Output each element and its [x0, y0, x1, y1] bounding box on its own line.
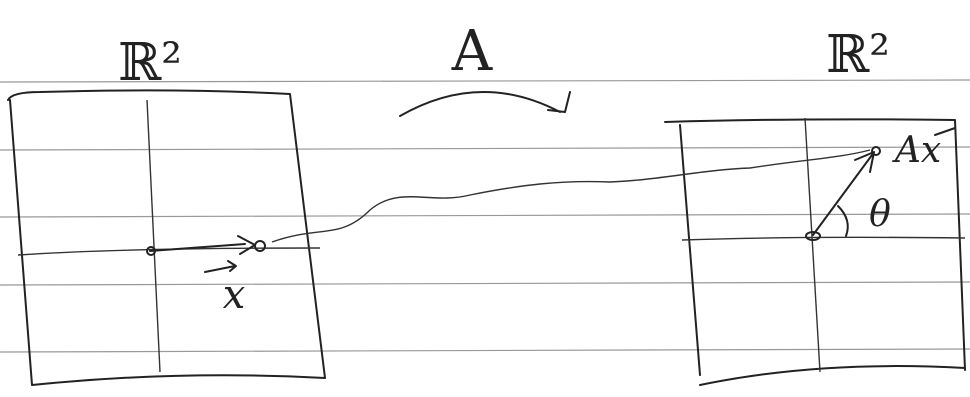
rule-line — [0, 214, 970, 217]
rule-line — [0, 147, 970, 150]
transform-label: A — [451, 19, 493, 84]
vector-ax-label: Ax — [892, 130, 941, 171]
left-plane — [8, 90, 325, 385]
diagram: ℝ² A ℝ² x Ax θ — [0, 0, 970, 397]
vector-x-label: x — [223, 272, 246, 318]
left-y-axis — [147, 100, 160, 372]
vector-tip — [872, 147, 880, 155]
vector-ax — [813, 152, 874, 235]
transform-arrow — [400, 92, 570, 116]
angle-label: θ — [869, 194, 891, 235]
ruled-lines — [0, 80, 970, 352]
right-y-axis — [805, 118, 820, 372]
rule-line — [0, 282, 970, 285]
vector-arrow-accent — [205, 261, 236, 272]
domain-label: ℝ² — [118, 33, 182, 93]
angle-arc — [838, 206, 848, 236]
mapping-curve — [272, 150, 870, 242]
right-x-axis — [682, 237, 965, 240]
rule-line — [0, 349, 970, 352]
vector-tip — [255, 241, 265, 251]
vector-x — [150, 236, 255, 254]
codomain-label: ℝ² — [826, 25, 890, 85]
